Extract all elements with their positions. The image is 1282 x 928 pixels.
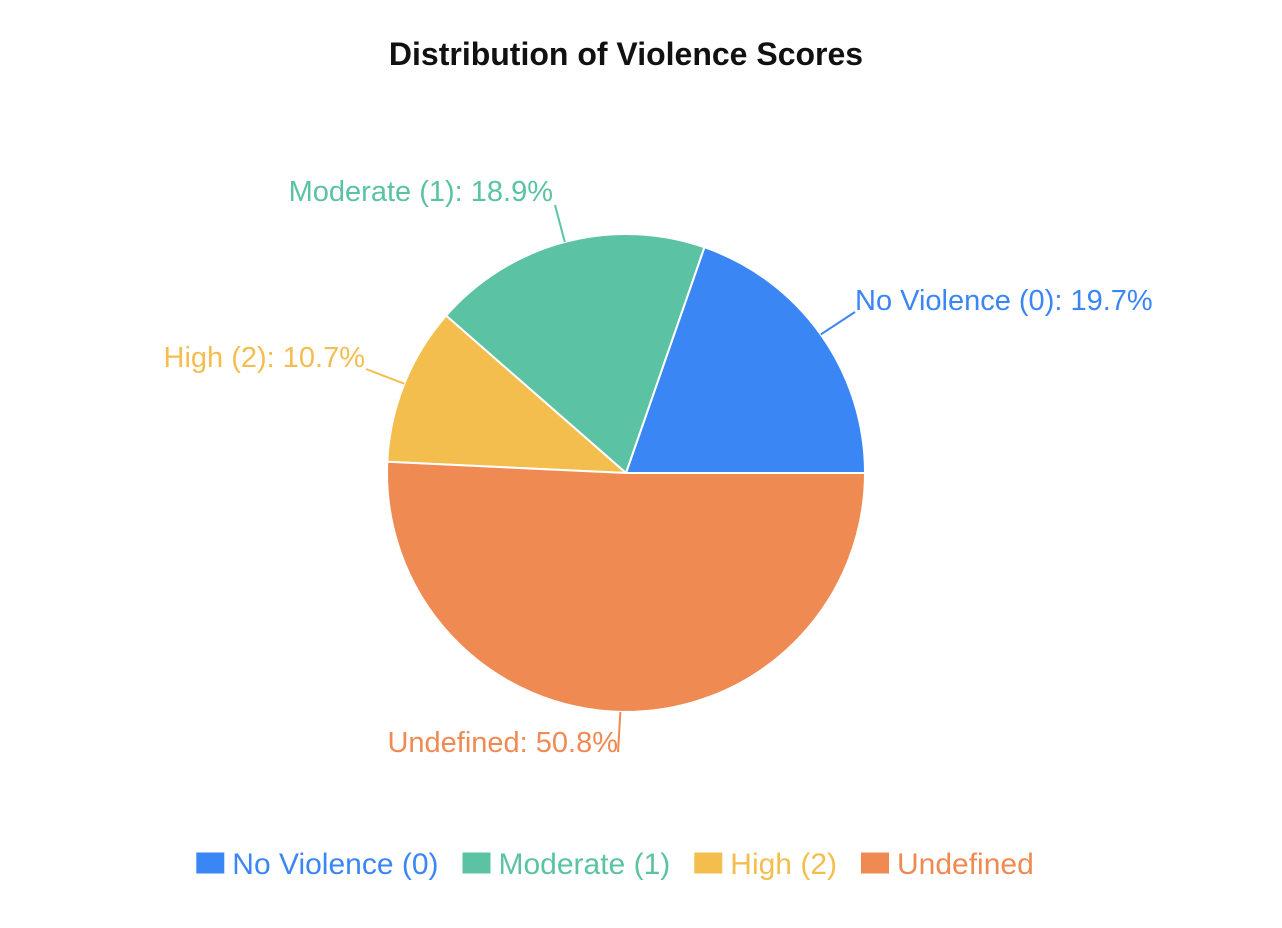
legend-swatch xyxy=(861,852,889,874)
legend-item-no-violence-0[interactable]: No Violence (0) xyxy=(196,848,439,881)
leader-line xyxy=(820,311,856,336)
slice-label: Undefined: 50.8% xyxy=(387,727,618,759)
legend-swatch xyxy=(462,852,491,874)
legend[interactable]: No Violence (0) Moderate (1) High (2) Undef… xyxy=(196,848,1034,881)
slice-label: No Violence (0): 19.7% xyxy=(855,285,1153,317)
leader-line xyxy=(554,204,566,243)
legend-label: High (2) xyxy=(730,848,837,881)
pie-slices xyxy=(386,233,867,713)
legend-label: Undefined xyxy=(897,848,1034,881)
legend-item-high-2[interactable]: High (2) xyxy=(694,848,837,881)
pie-slice-moderate-1[interactable] xyxy=(444,233,706,475)
legend-swatch xyxy=(196,852,225,874)
pie-slice-undefined[interactable] xyxy=(386,460,867,713)
legend-item-moderate-1[interactable]: Moderate (1) xyxy=(462,848,671,881)
pie-slice-high-2[interactable] xyxy=(386,314,629,475)
chart-title: Distribution of Violence Scores xyxy=(389,36,863,72)
leader-line xyxy=(617,711,622,753)
slice-label: High (2): 10.7% xyxy=(164,342,366,374)
leader-line xyxy=(365,368,405,385)
slice-label: Moderate (1): 18.9% xyxy=(289,176,553,208)
legend-item-undefined[interactable]: Undefined xyxy=(861,848,1034,881)
legend-swatch xyxy=(694,852,723,874)
slice-labels: No Violence (0): 19.7% Moderate (1): 18.9… xyxy=(164,176,1153,759)
legend-label: Moderate (1) xyxy=(499,848,671,881)
legend-label: No Violence (0) xyxy=(232,848,438,881)
